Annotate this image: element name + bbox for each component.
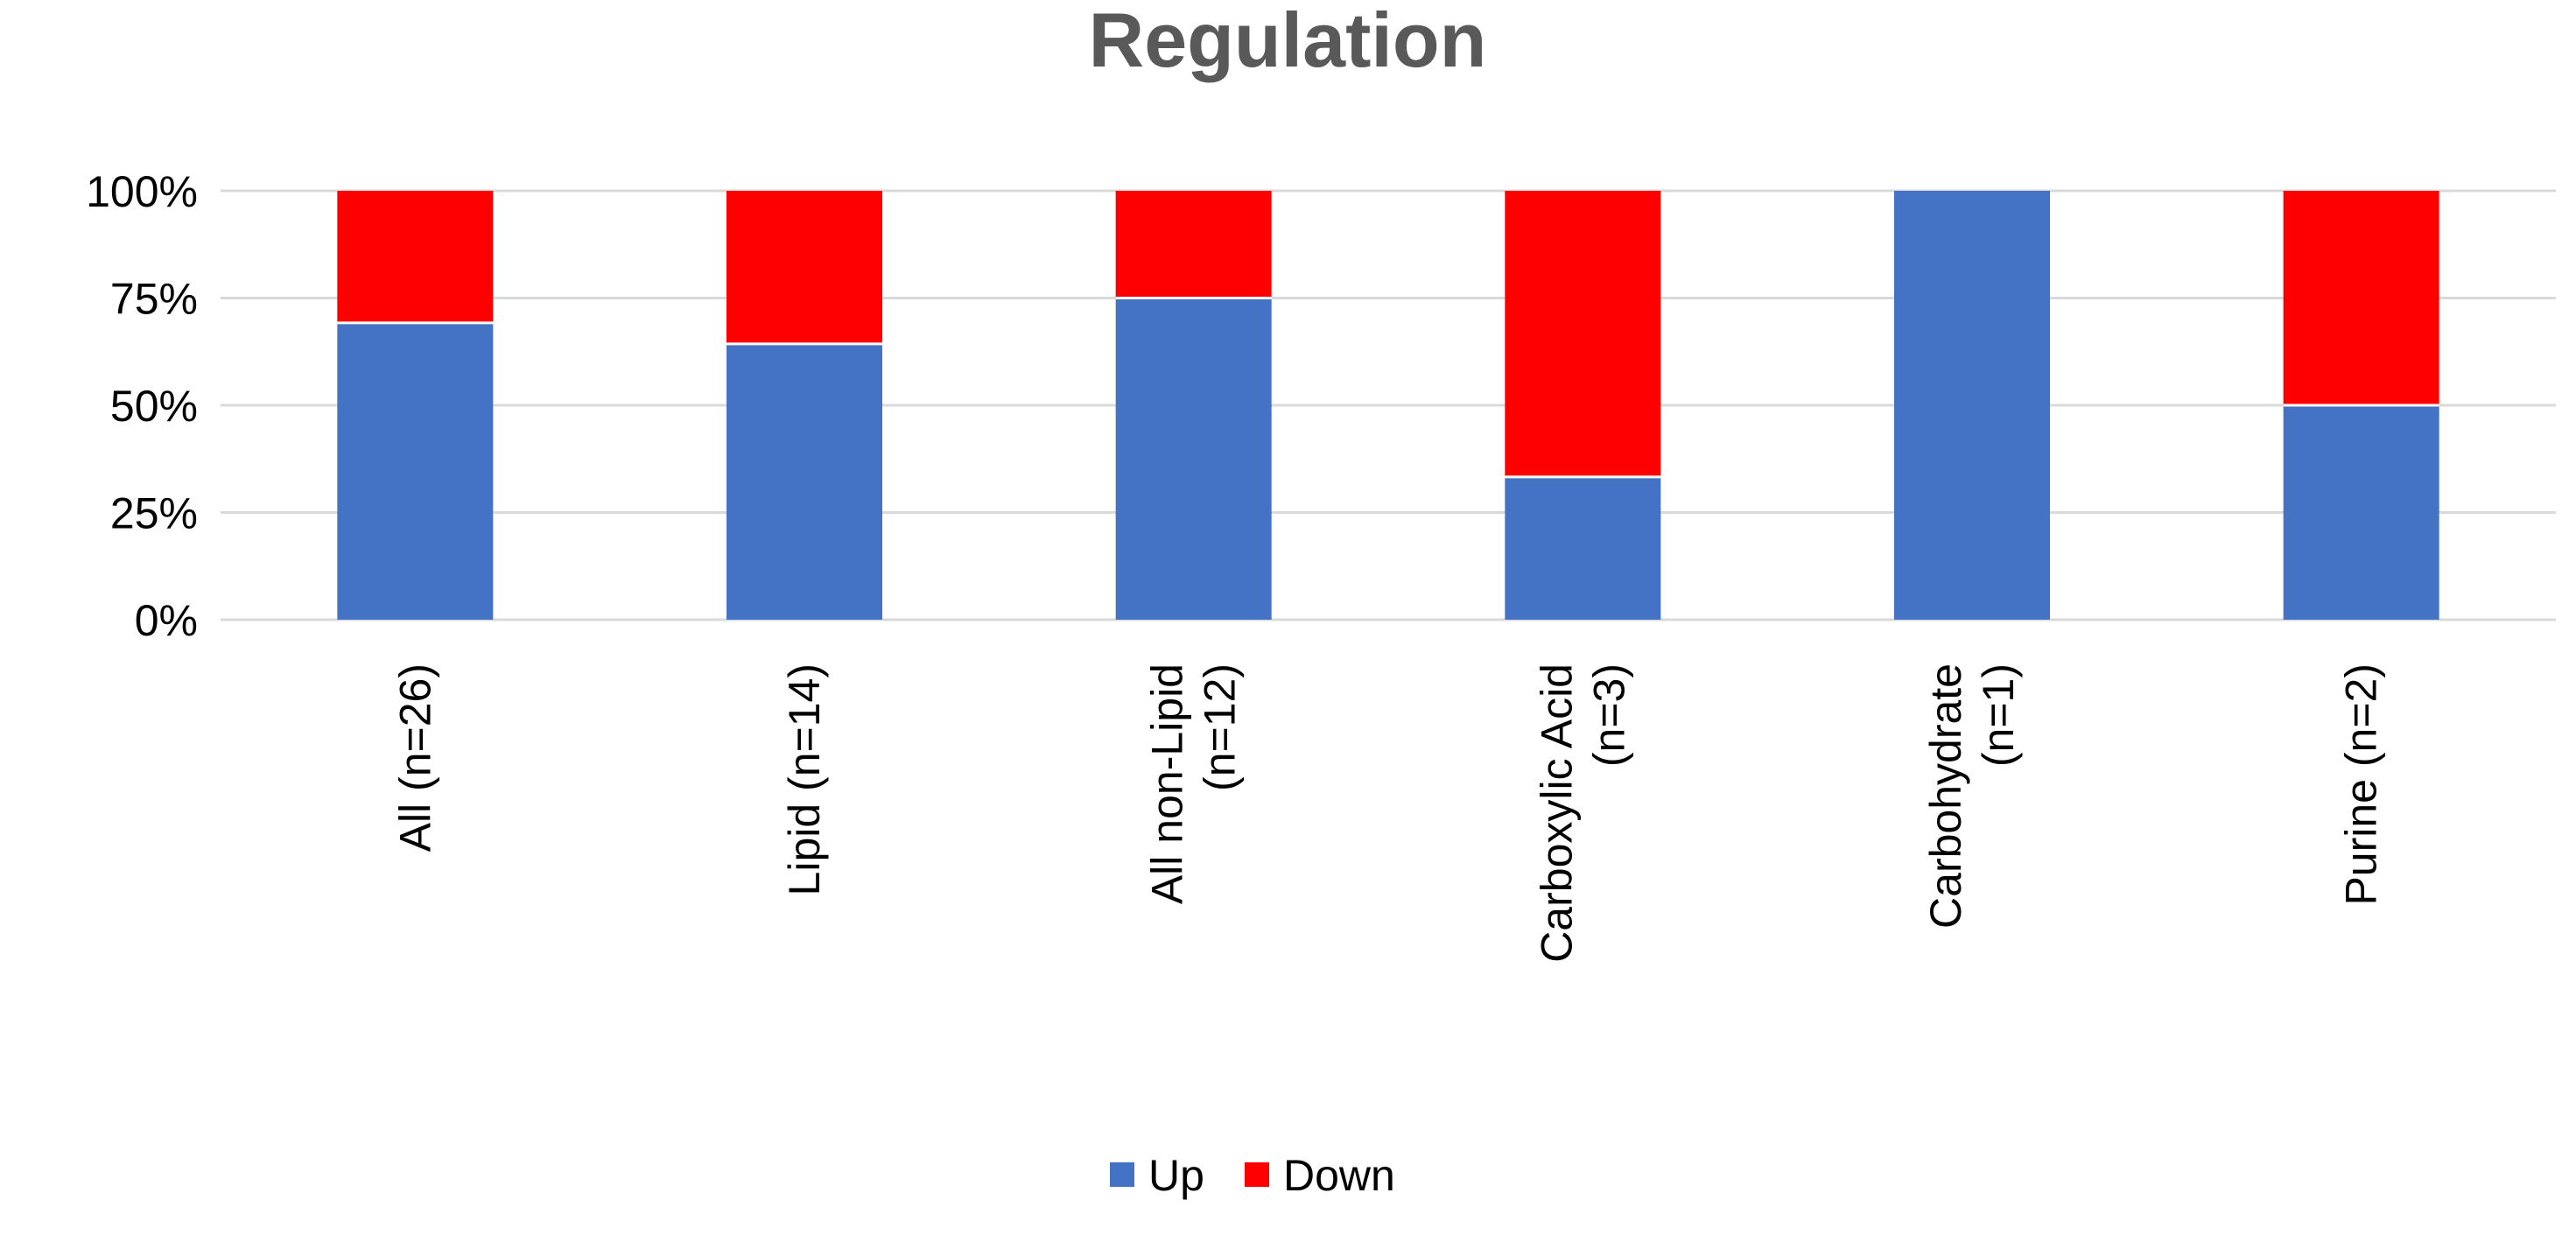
- x-tick-label: Purine (n=2): [2337, 663, 2386, 906]
- x-tick-label: All non-Lipid: [1143, 663, 1192, 904]
- bar-down-5: [2283, 191, 2439, 405]
- x-tick-label: (n=3): [1584, 663, 1633, 767]
- y-tick-label: 25%: [110, 489, 198, 538]
- bar-down-2: [1115, 191, 1272, 298]
- x-tick-label: (n=1): [1974, 663, 2023, 767]
- y-axis-tick-labels: 0% 25% 50% 75% 100%: [86, 167, 198, 645]
- y-tick-label: 50%: [110, 382, 198, 431]
- legend-label-down: Down: [1283, 1151, 1395, 1200]
- legend-label-up: Up: [1148, 1151, 1204, 1200]
- bar-down-1: [726, 191, 882, 344]
- bar-up-5: [2283, 405, 2439, 620]
- x-tick-label: Lipid (n=14): [780, 663, 829, 895]
- bar-up-3: [1505, 476, 1661, 620]
- bar-down-3: [1505, 191, 1661, 477]
- x-tick-label: (n=12): [1196, 663, 1245, 791]
- legend-swatch-down: [1245, 1162, 1269, 1187]
- legend: Up Down: [1110, 1151, 1395, 1200]
- legend-swatch-up: [1110, 1162, 1134, 1187]
- x-tick-label: All (n=26): [390, 663, 439, 852]
- x-tick-label: Carbohydrate: [1921, 663, 1970, 929]
- x-tick-label: Carboxylic Acid: [1532, 663, 1581, 963]
- bar-up-1: [726, 343, 882, 620]
- y-tick-label: 75%: [110, 275, 198, 324]
- gridlines: [221, 189, 2556, 621]
- bars: [337, 191, 2439, 620]
- y-tick-label: 100%: [86, 167, 198, 216]
- chart-title: Regulation: [1089, 0, 1487, 83]
- bar-up-2: [1115, 298, 1272, 620]
- y-tick-label: 0%: [135, 596, 198, 645]
- x-axis-category-labels: All (n=26) Lipid (n=14) All non-Lipid (n=12…: [390, 663, 2385, 963]
- bar-down-0: [337, 191, 494, 323]
- bar-up-0: [337, 322, 494, 620]
- bar-up-4: [1894, 191, 2050, 620]
